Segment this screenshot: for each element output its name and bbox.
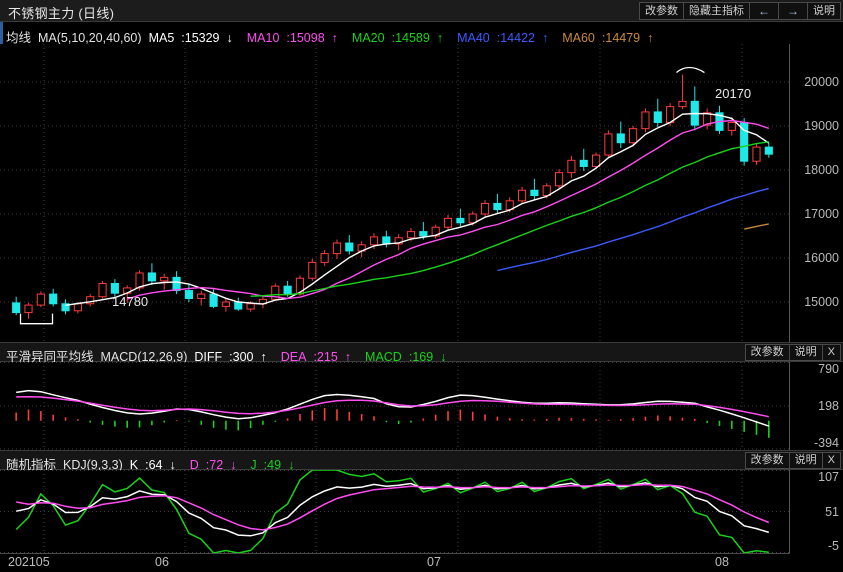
price-tick-label: 15000 <box>804 295 839 309</box>
instrument-title: 不锈钢主力 (日线) <box>8 6 115 21</box>
kdj-buttons: 改参数 说明 X <box>744 452 841 469</box>
help-button[interactable]: 说明 <box>807 2 841 20</box>
kdj-d-value: D:72 ↓ <box>189 458 237 472</box>
date-tick: 06 <box>155 555 169 569</box>
price-tick-label: 17000 <box>804 207 839 221</box>
kdj-legend-params: KDJ(9,3,3) <box>63 458 123 472</box>
date-axis: 202105 06 07 08 <box>0 553 843 572</box>
macd-legend: 平滑异同平均线 MACD(12,26,9) DIFF:300 ↑ DEA:215 ↑ MAC… <box>6 346 460 365</box>
hide-main-indicator-button[interactable]: 隐藏主指标 <box>683 2 750 20</box>
ma-legend: 均线 MA(5,10,20,40,60) MA5:15329 ↓ MA10:15098 ↑… <box>6 27 667 46</box>
date-tick: 202105 <box>8 555 50 569</box>
kdj-header-bar: 随机指标 KDJ(9,3,3) K:64 ↓ D:72 ↓ J:49 ↓ 改参数 说明 X <box>0 450 843 473</box>
low-price-annotation: 14780 <box>112 294 149 309</box>
kdj-change-params-button[interactable]: 改参数 <box>744 452 790 469</box>
kdj-help-button[interactable]: 说明 <box>788 452 823 469</box>
macd-help-button[interactable]: 说明 <box>788 344 823 361</box>
macd-diff-value: DIFF:300 ↑ <box>194 350 267 364</box>
date-axis-line <box>0 553 790 554</box>
macd-header-bar: 平滑异同平均线 MACD(12,26,9) DIFF:300 ↑ DEA:215 ↑ MAC… <box>0 342 843 365</box>
macd-dea-value: DEA:215 ↑ <box>280 350 352 364</box>
kdj-tick-label: 107 <box>818 470 839 484</box>
macd-axis-separator <box>789 362 790 450</box>
macd-plot[interactable] <box>0 362 843 450</box>
macd-legend-name: 平滑异同平均线 <box>6 350 94 364</box>
title-bar: 不锈钢主力 (日线) 改参数 隐藏主指标 ← → 说明 <box>0 0 843 22</box>
kdj-axis-separator <box>789 470 790 553</box>
ma40-value: MA40:14422 ↑ <box>457 31 549 45</box>
kdj-axis: 107 51 -5 <box>790 470 843 553</box>
kdj-tick-label: 51 <box>825 504 839 519</box>
next-arrow-icon[interactable]: → <box>778 2 808 20</box>
macd-close-button[interactable]: X <box>821 344 841 361</box>
date-tick: 07 <box>427 555 441 569</box>
kdj-close-button[interactable]: X <box>821 452 841 469</box>
price-chart-plot[interactable] <box>0 44 843 342</box>
kdj-plot[interactable] <box>0 470 843 553</box>
macd-macd-value: MACD:169 ↓ <box>365 350 447 364</box>
macd-tick-label: 790 <box>818 362 839 376</box>
macd-tick-label: -394 <box>813 436 839 450</box>
macd-legend-params: MACD(12,26,9) <box>100 350 188 364</box>
ma10-value: MA10:15098 ↑ <box>246 31 338 45</box>
macd-change-params-button[interactable]: 改参数 <box>744 344 790 361</box>
price-axis: 20000 19000 18000 17000 16000 15000 <box>790 44 843 342</box>
date-tick: 08 <box>715 555 729 569</box>
price-tick-label: 18000 <box>804 163 839 177</box>
macd-tick-label: 198 <box>818 399 839 413</box>
ma20-value: MA20:14589 ↑ <box>351 31 444 45</box>
kdj-legend-name: 随机指标 <box>6 458 57 472</box>
macd-axis: 790 198 -394 <box>790 362 843 450</box>
price-tick-label: 20000 <box>804 75 839 89</box>
ma-legend-params: MA(5,10,20,40,60) <box>38 31 142 45</box>
ma60-value: MA60:14479 ↑ <box>562 31 654 45</box>
ma-legend-name: 均线 <box>6 31 32 45</box>
macd-buttons: 改参数 说明 X <box>744 344 841 361</box>
kdj-k-value: K:64 ↓ <box>129 458 176 472</box>
ma5-value: MA5:15329 ↓ <box>148 31 233 45</box>
kdj-legend: 随机指标 KDJ(9,3,3) K:64 ↓ D:72 ↓ J:49 ↓ <box>6 454 308 473</box>
prev-arrow-icon[interactable]: ← <box>749 2 779 20</box>
main-toolbar: 改参数 隐藏主指标 ← → 说明 <box>639 2 841 20</box>
high-price-annotation: 20170 <box>715 86 752 101</box>
price-axis-separator <box>789 44 790 342</box>
kdj-j-value: J:49 ↓ <box>250 458 295 472</box>
kdj-tick-label: -5 <box>827 539 839 553</box>
price-tick-label: 16000 <box>804 251 839 265</box>
price-tick-label: 19000 <box>804 119 839 133</box>
change-params-button[interactable]: 改参数 <box>639 2 684 20</box>
